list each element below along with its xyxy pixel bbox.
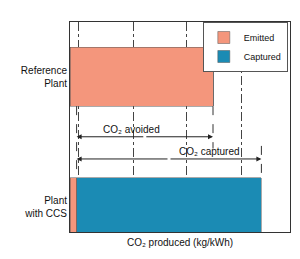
svg-text:Plantwith CCS: Plantwith CCS <box>24 195 67 219</box>
svg-text:ReferencePlant: ReferencePlant <box>21 65 68 89</box>
svg-text:CO₂ produced (kg/kWh): CO₂ produced (kg/kWh) <box>127 237 233 248</box>
svg-text:Captured: Captured <box>244 52 281 62</box>
svg-text:CO₂ avoided: CO₂ avoided <box>103 124 160 135</box>
svg-text:Emitted: Emitted <box>244 33 275 43</box>
svg-text:CO₂ captured: CO₂ captured <box>179 146 240 157</box>
